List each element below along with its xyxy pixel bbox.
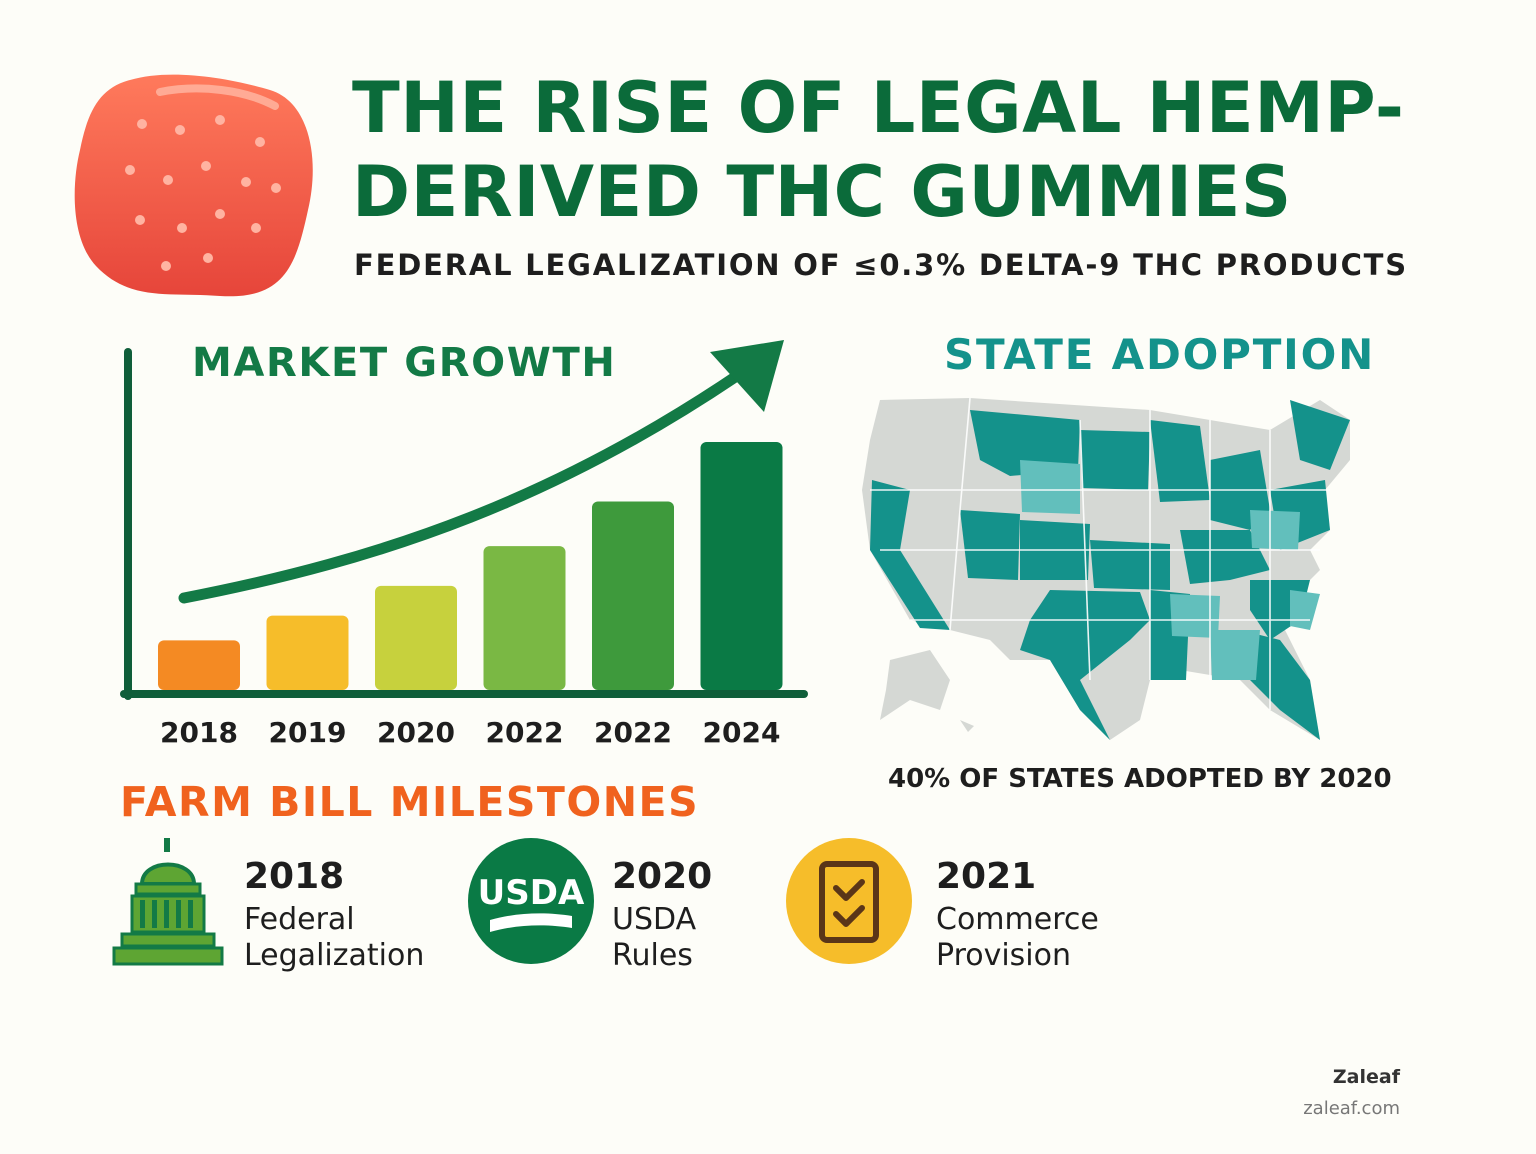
- bar-2019: [266, 615, 349, 690]
- milestone-label: USDA: [612, 902, 697, 937]
- brand-name: Zaleaf: [1332, 1066, 1400, 1088]
- market-growth-title: MARKET GROWTH: [192, 340, 617, 386]
- state-adoption-title: STATE ADOPTION: [944, 330, 1376, 379]
- alaska-shape: [880, 650, 950, 720]
- brand-url[interactable]: zaleaf.com: [1303, 1098, 1400, 1119]
- milestone-label: Federal: [244, 902, 355, 937]
- usda-badge-text: USDA: [478, 873, 585, 913]
- gummy-icon: [74, 74, 313, 297]
- page-subtitle: FEDERAL LEGALIZATION OF ≤0.3% DELTA-9 TH…: [354, 248, 1408, 282]
- map-caption: 40% OF STATES ADOPTED BY 2020: [888, 764, 1392, 794]
- milestones-title: FARM BILL MILESTONES: [120, 778, 700, 826]
- market-growth-chart: 2018 2019 2020 2022 2022 2024: [120, 340, 808, 749]
- us-map: [862, 397, 1350, 740]
- x-tick-label: 2022: [486, 716, 564, 749]
- page-title: THE RISE OF LEGAL HEMP-DERIVED THC GUMMI…: [352, 67, 1405, 233]
- x-tick-label: 2019: [269, 716, 347, 749]
- checklist-icon: [786, 838, 912, 964]
- x-tick-label: 2024: [703, 716, 781, 749]
- bar-2020: [375, 585, 457, 690]
- x-tick-label: 2022: [594, 716, 672, 749]
- trend-arrow-head: [710, 340, 784, 412]
- x-tick-label: 2020: [377, 716, 455, 749]
- trend-arrow: [178, 354, 766, 604]
- milestone-year: 2020: [612, 856, 713, 897]
- bar-2022: [483, 546, 566, 690]
- bar-2022: [592, 501, 674, 690]
- milestone-year: 2021: [936, 856, 1037, 897]
- milestone-label: Rules: [612, 938, 693, 973]
- bar-2018: [158, 640, 240, 690]
- usda-icon: USDA: [468, 838, 594, 964]
- x-tick-label: 2018: [160, 716, 238, 749]
- milestone-year: 2018: [244, 856, 345, 897]
- milestone-label: Legalization: [244, 938, 425, 973]
- milestone-label: Provision: [936, 938, 1072, 973]
- capitol-icon: [112, 838, 224, 966]
- bar-2024: [700, 442, 783, 690]
- milestone-label: Commerce: [936, 902, 1099, 937]
